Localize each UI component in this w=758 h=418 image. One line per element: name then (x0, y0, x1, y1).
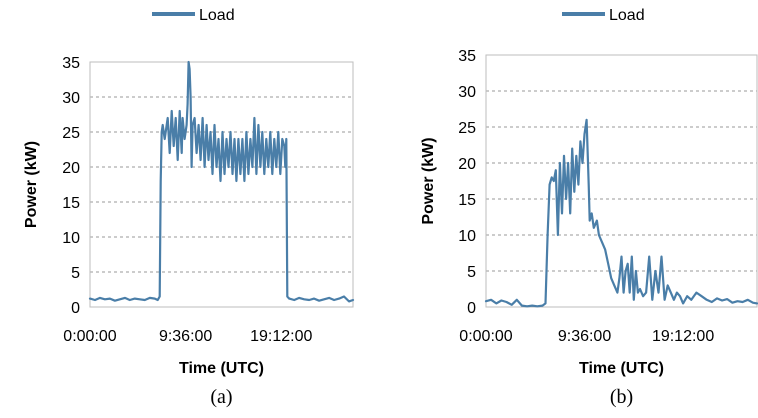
x-tick-label: 19:12:00 (652, 328, 714, 345)
x-tick-labels: 0:00:00 9:36:00 19:12:00 (459, 328, 714, 345)
x-tick-labels: 0:00:00 9:36:00 19:12:00 (63, 328, 312, 345)
gridlines (90, 61, 353, 308)
y-tick-label: 5 (467, 264, 476, 281)
y-axis-title: Power (kW) (23, 141, 40, 228)
y-tick-label: 35 (62, 55, 80, 72)
panel-caption: (b) (610, 386, 633, 408)
y-tick-label: 20 (458, 156, 476, 173)
plot-frame (485, 54, 758, 308)
y-tick-labels: 0 5 10 15 20 25 30 35 (62, 55, 80, 317)
y-tick-label: 20 (62, 160, 80, 177)
series-line-load (484, 118, 758, 308)
panel-caption: (a) (210, 386, 232, 408)
y-tick-label: 35 (458, 48, 476, 65)
y-tick-label: 25 (62, 125, 80, 142)
chart-panel-a: Load 0 5 10 15 20 25 30 35 0:00:00 9:36:00 19:12:… (23, 7, 355, 408)
plot-frame (89, 61, 354, 308)
chart-panel-b: Load 0 5 10 15 20 25 30 35 0:00:00 9:36:00 19:12:… (420, 7, 758, 408)
y-tick-label: 25 (458, 120, 476, 137)
x-tick-label: 0:00:00 (63, 328, 116, 345)
y-tick-label: 10 (62, 230, 80, 247)
y-tick-label: 0 (71, 300, 80, 317)
legend-label: Load (609, 7, 645, 24)
x-axis-title: Time (UTC) (179, 360, 264, 377)
y-tick-label: 5 (71, 265, 80, 282)
x-tick-label: 9:36:00 (159, 328, 212, 345)
x-tick-label: 0:00:00 (459, 328, 512, 345)
x-tick-label: 19:12:00 (250, 328, 312, 345)
y-axis-title: Power (kW) (420, 137, 437, 224)
y-tick-label: 30 (62, 90, 80, 107)
y-tick-label: 15 (62, 195, 80, 212)
x-tick-label: 9:36:00 (558, 328, 611, 345)
y-tick-label: 10 (458, 228, 476, 245)
y-tick-label: 0 (467, 300, 476, 317)
y-tick-labels: 0 5 10 15 20 25 30 35 (458, 48, 476, 317)
x-axis-title: Time (UTC) (579, 360, 664, 377)
legend-label: Load (199, 7, 235, 24)
series-line-load (88, 60, 355, 303)
y-tick-label: 30 (458, 84, 476, 101)
y-tick-label: 15 (458, 192, 476, 209)
